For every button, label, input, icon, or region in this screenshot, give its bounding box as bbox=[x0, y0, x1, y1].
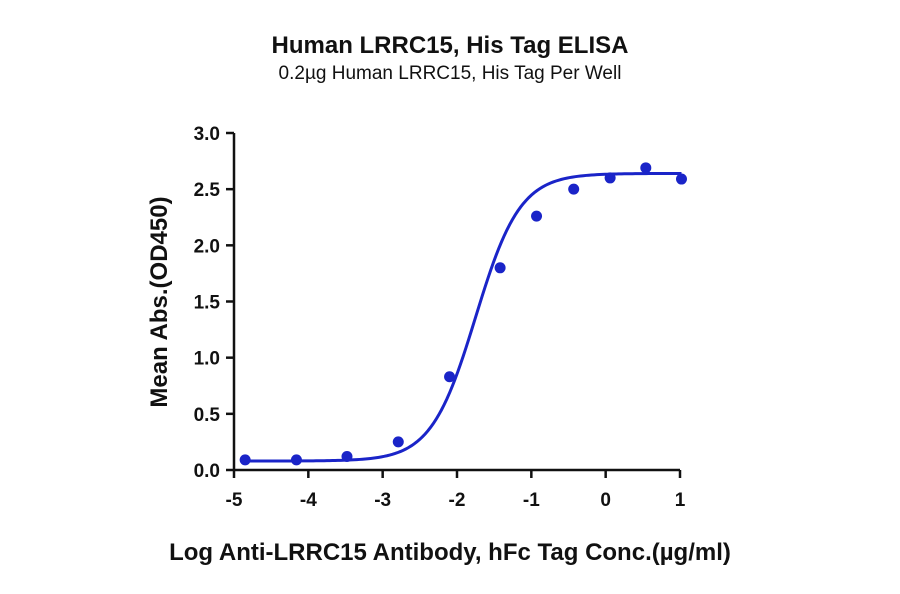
data-point bbox=[341, 451, 353, 463]
data-point bbox=[604, 172, 616, 184]
y-tick-label: 1.0 bbox=[194, 349, 220, 370]
fit-curve bbox=[245, 171, 682, 463]
x-tick-label: -3 bbox=[374, 490, 391, 511]
x-tick-label: -4 bbox=[300, 490, 317, 511]
y-tick-label: 1.5 bbox=[194, 293, 221, 314]
data-point bbox=[444, 371, 456, 383]
data-point bbox=[494, 262, 506, 274]
y-axis-label: Mean Abs.(OD450) bbox=[146, 196, 173, 407]
x-tick-label: -2 bbox=[449, 490, 466, 511]
data-point bbox=[675, 173, 687, 185]
x-axis-label: Log Anti-LRRC15 Antibody, hFc Tag Conc.(… bbox=[169, 539, 731, 566]
y-tick-label: 2.5 bbox=[194, 180, 221, 201]
y-tick-label: 0.0 bbox=[194, 461, 220, 482]
y-ticks: 0.0 0.5 1.0 1.5 2.0 2.5 3.0 bbox=[194, 124, 234, 482]
data-points bbox=[239, 162, 687, 466]
data-point bbox=[568, 183, 580, 195]
data-point bbox=[640, 162, 652, 174]
x-tick-label: -1 bbox=[523, 490, 540, 511]
x-ticks: -5 -4 -3 -2 -1 0 1 bbox=[226, 470, 686, 511]
x-tick-label: 0 bbox=[600, 490, 611, 511]
data-point bbox=[531, 210, 543, 222]
x-tick-label: -5 bbox=[226, 490, 243, 511]
chart-subtitle: 0.2µg Human LRRC15, His Tag Per Well bbox=[279, 63, 622, 84]
y-tick-label: 0.5 bbox=[194, 405, 221, 426]
y-tick-label: 3.0 bbox=[194, 124, 220, 145]
data-point bbox=[392, 436, 404, 448]
axes bbox=[232, 133, 680, 472]
data-point bbox=[239, 454, 251, 466]
x-tick-label: 1 bbox=[675, 490, 686, 511]
chart-title: Human LRRC15, His Tag ELISA bbox=[272, 32, 629, 59]
y-tick-label: 2.0 bbox=[194, 236, 220, 257]
data-point bbox=[290, 454, 302, 466]
